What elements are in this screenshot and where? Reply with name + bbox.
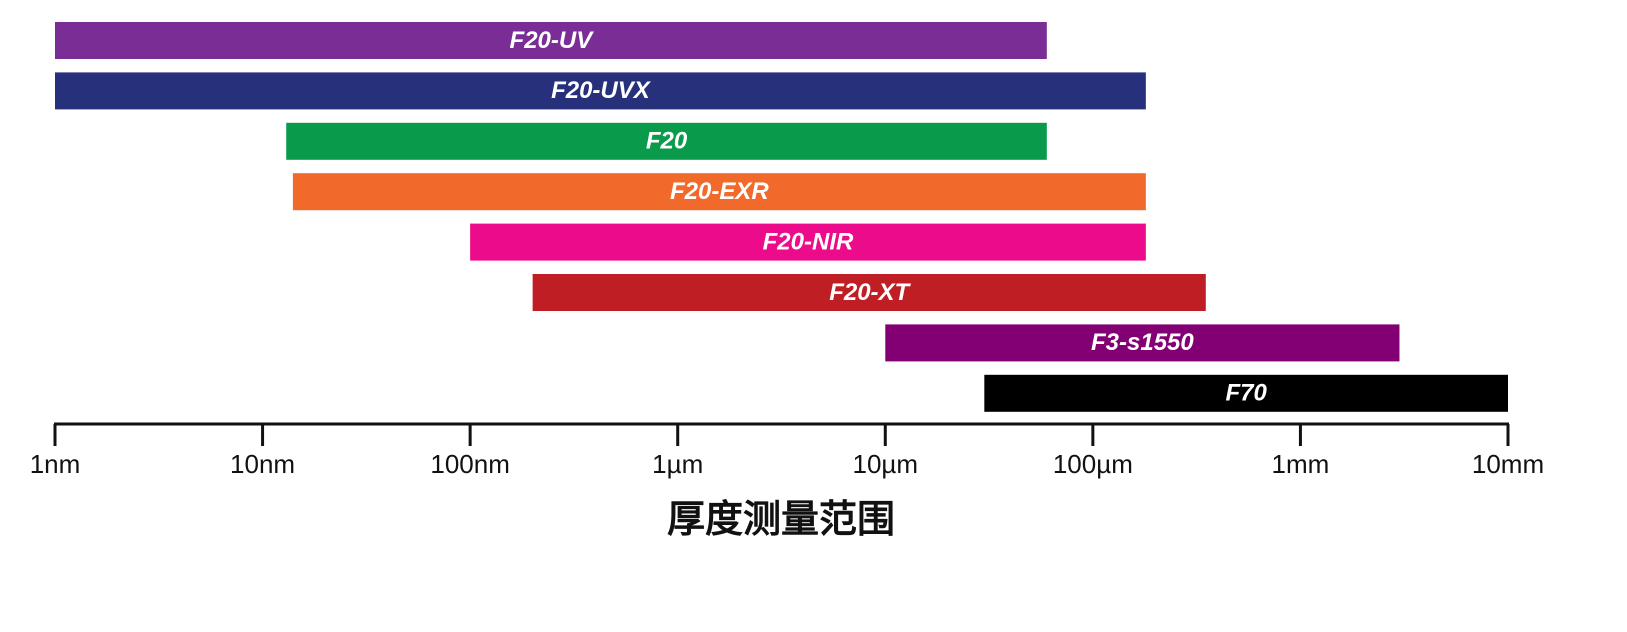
- bar-label: F3-s1550: [1091, 329, 1194, 356]
- bar: [984, 374, 1508, 412]
- bar-label: F20-XT: [829, 279, 911, 306]
- bar: [55, 72, 1146, 110]
- bar-label: F70: [1225, 380, 1267, 407]
- bar-label: F20-EXR: [670, 178, 769, 205]
- bar-label: F20: [646, 128, 688, 155]
- bar: [470, 223, 1146, 261]
- bar: [532, 274, 1206, 311]
- x-tick-label: 10µm: [853, 449, 919, 479]
- x-tick-label: 1nm: [30, 449, 81, 479]
- bar: [292, 173, 1146, 211]
- x-tick-label: 10nm: [230, 449, 295, 479]
- bar: [55, 22, 1047, 59]
- x-tick-label: 10mm: [1472, 449, 1544, 479]
- x-tick-label: 1mm: [1272, 449, 1330, 479]
- bar: [885, 324, 1400, 362]
- x-tick-label: 1µm: [652, 449, 703, 479]
- x-tick-label: 100nm: [430, 449, 510, 479]
- bar-label: F20-NIR: [763, 228, 854, 255]
- bar: [286, 122, 1047, 160]
- bar-label: F20-UV: [510, 27, 595, 54]
- bar-label: F20-UVX: [551, 77, 652, 104]
- axis-title: 厚度测量范围: [667, 499, 895, 541]
- x-tick-label: 100µm: [1053, 449, 1133, 479]
